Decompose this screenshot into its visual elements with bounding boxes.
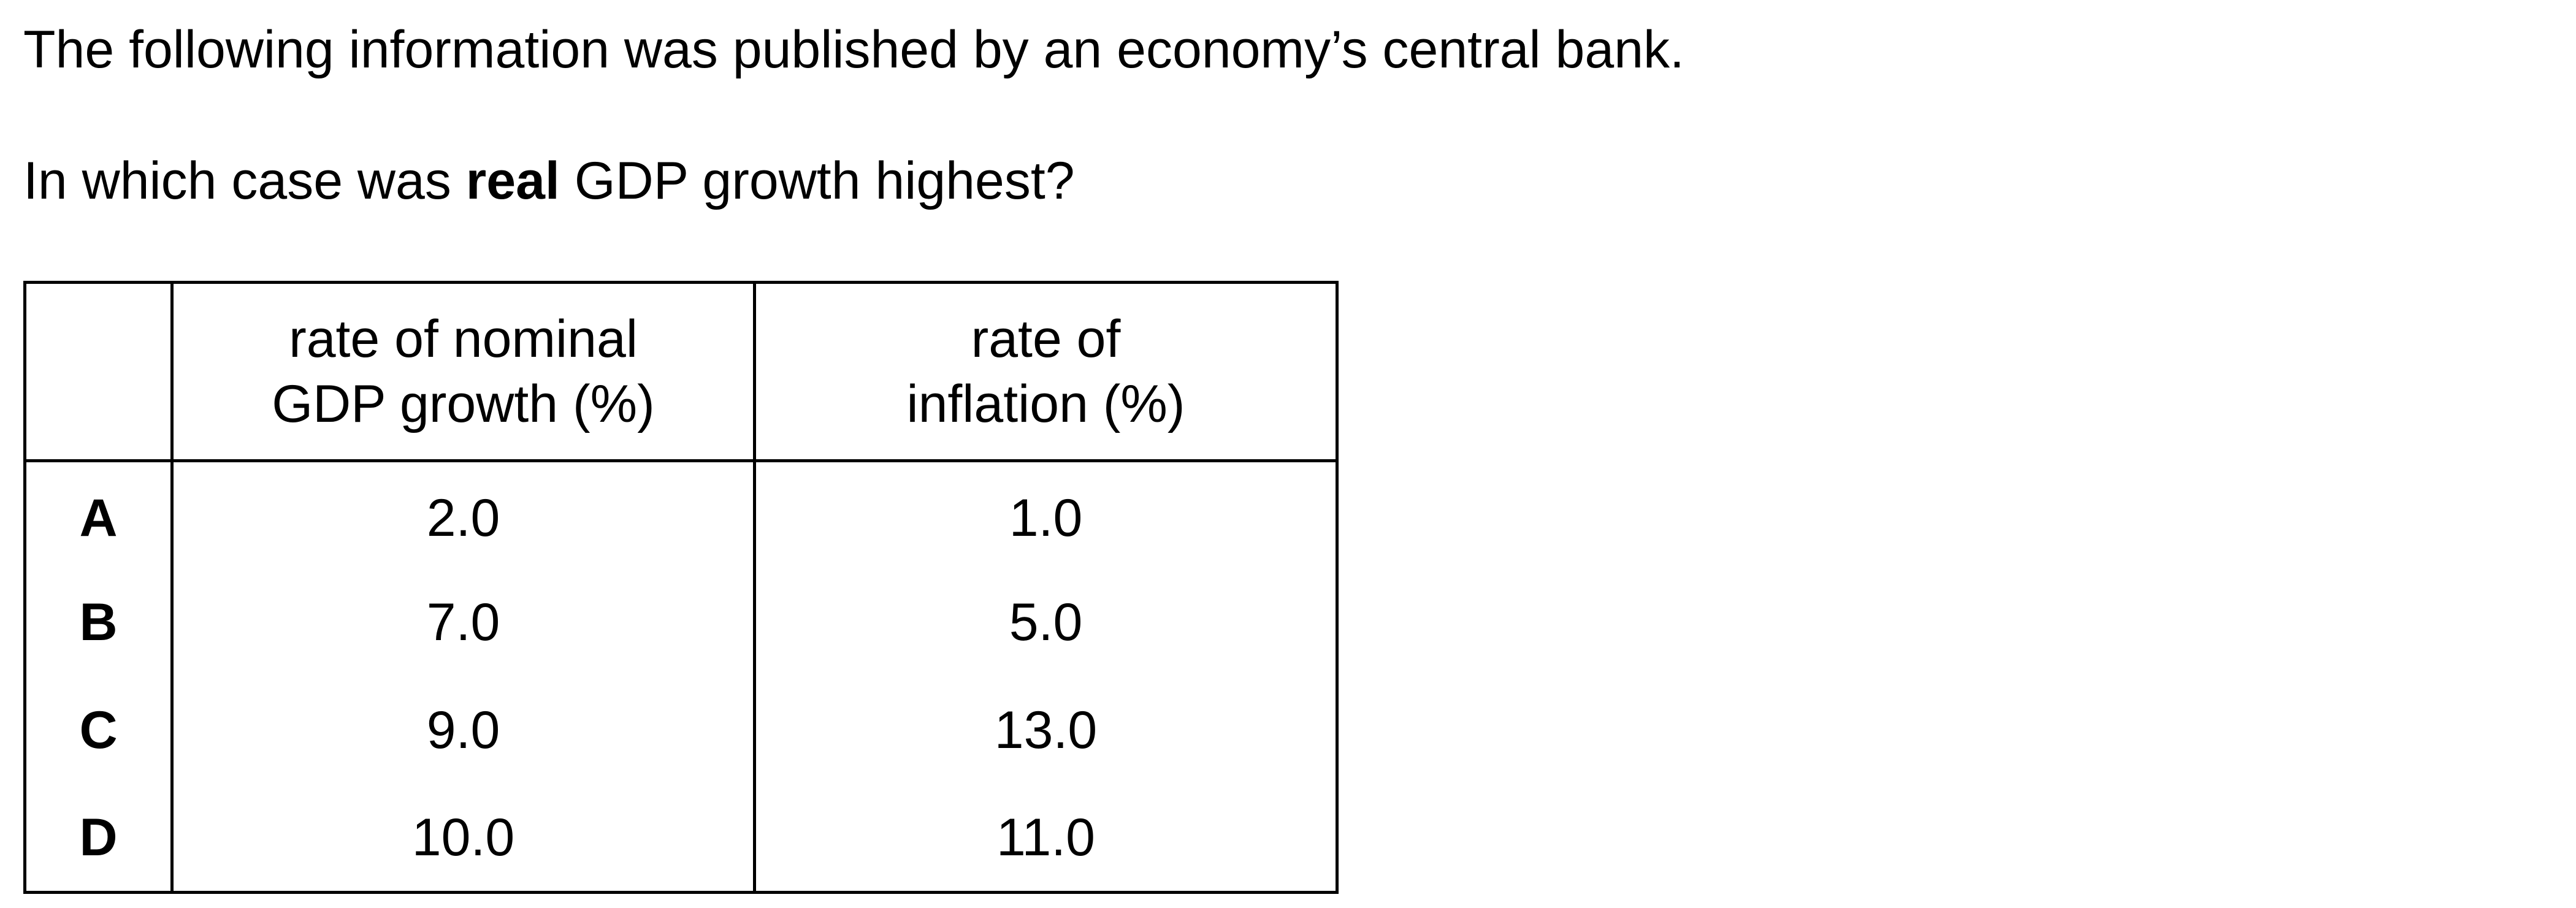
nominal-gdp-growth-cell: 9.0 xyxy=(170,676,755,785)
inflation-cell: 13.0 xyxy=(753,676,1337,785)
nominal-gdp-growth-cell: 10.0 xyxy=(170,784,755,893)
nominal-gdp-growth-cell: 2.0 xyxy=(170,460,755,569)
header-line: rate of xyxy=(971,310,1121,368)
header-inflation: rate of inflation (%) xyxy=(753,282,1337,462)
header-nominal-gdp-growth: rate of nominal GDP growth (%) xyxy=(170,282,755,462)
gdp-inflation-table: rate of nominal GDP growth (%) rate of i… xyxy=(23,281,1339,894)
question-after: GDP growth highest? xyxy=(559,151,1075,210)
table-row: A 2.0 1.0 xyxy=(25,460,1337,569)
question-text: In which case was real GDP growth highes… xyxy=(23,155,1075,207)
table-header-row: rate of nominal GDP growth (%) rate of i… xyxy=(25,282,1337,462)
inflation-cell: 1.0 xyxy=(753,460,1337,569)
question-emphasis: real xyxy=(465,151,560,210)
inflation-cell: 5.0 xyxy=(753,568,1337,677)
intro-text: The following information was published … xyxy=(23,20,1684,79)
table-row: D 10.0 11.0 xyxy=(25,784,1337,893)
option-label: A xyxy=(79,489,118,548)
inflation-cell: 11.0 xyxy=(753,784,1337,893)
header-option xyxy=(25,282,172,462)
option-label: B xyxy=(79,593,118,652)
question-before: In which case was xyxy=(23,151,466,210)
table-row: C 9.0 13.0 xyxy=(25,676,1337,785)
header-line: inflation (%) xyxy=(906,375,1185,433)
header-line: GDP growth (%) xyxy=(272,375,655,433)
option-label: D xyxy=(79,807,118,867)
nominal-gdp-growth-cell: 7.0 xyxy=(170,568,755,677)
table-row: B 7.0 5.0 xyxy=(25,568,1337,677)
option-label: C xyxy=(79,701,118,760)
header-line: rate of nominal xyxy=(289,310,638,368)
